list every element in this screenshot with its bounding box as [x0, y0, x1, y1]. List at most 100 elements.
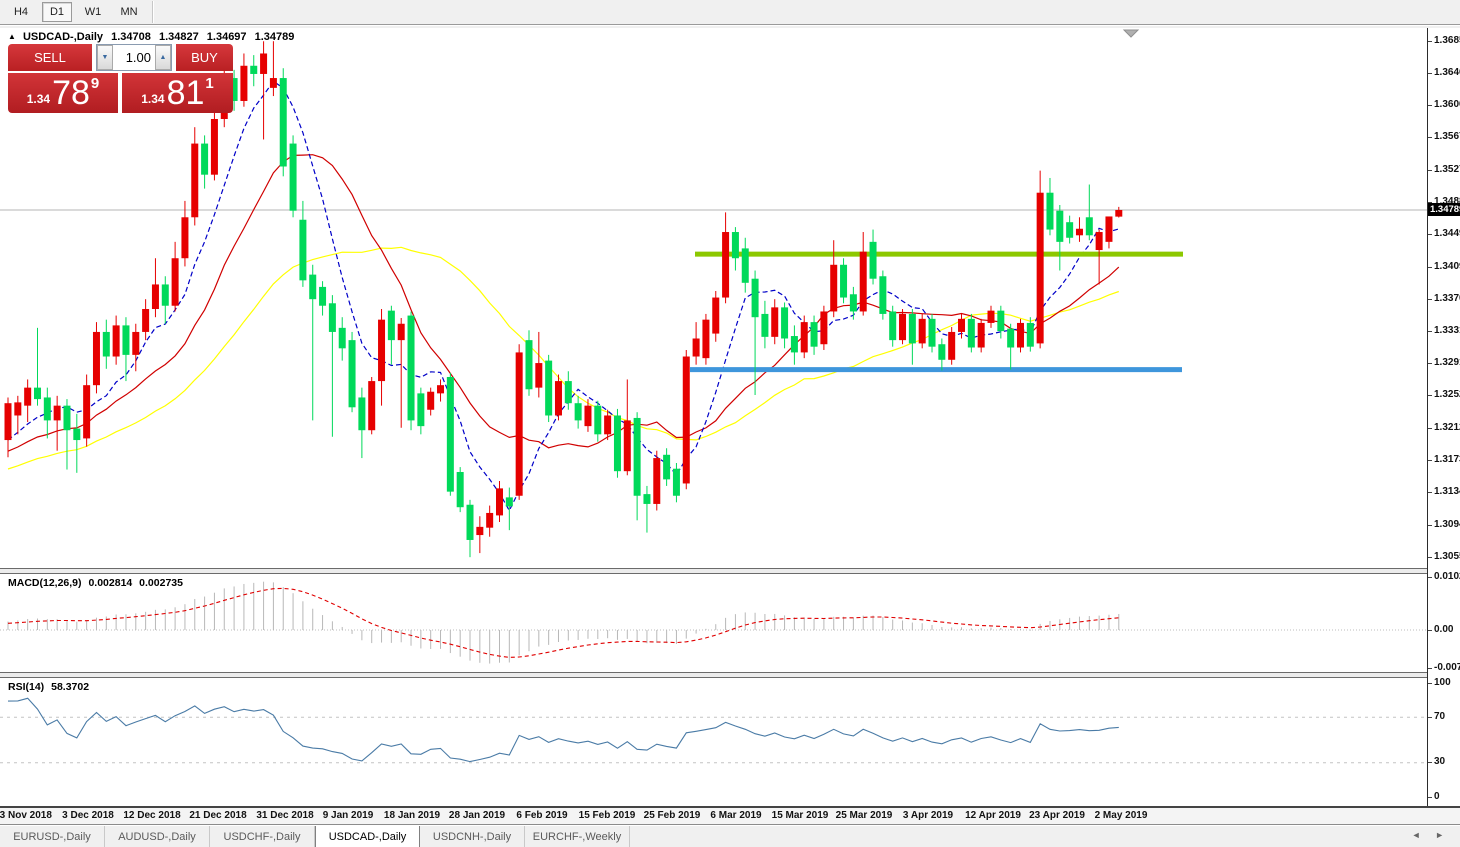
timeframe-toolbar: H4 D1 W1 MN	[0, 0, 1460, 25]
price-scale	[1427, 28, 1460, 806]
macd-indicator-pane[interactable]	[0, 574, 1427, 672]
macd-value-main: 0.002814	[88, 577, 133, 589]
scale-tick-label: 70	[1434, 711, 1446, 722]
scale-tick	[1428, 797, 1432, 798]
scale-tick-label: 1.35670	[1434, 131, 1460, 142]
ohlc-low: 1.34697	[206, 31, 247, 43]
scale-tick	[1428, 363, 1432, 364]
sell-price-button[interactable]: 1.34 78 9	[8, 73, 118, 113]
scale-tick-label: 1.32910	[1434, 357, 1460, 368]
date-label: 2 May 2019	[1094, 810, 1148, 821]
symbol-tab-usdchf[interactable]: USDCHF-,Daily	[210, 826, 315, 847]
scale-tick	[1428, 525, 1432, 526]
date-label: 6 Mar 2019	[710, 810, 762, 821]
symbol-tab-eurchf[interactable]: EURCHF-,Weekly	[525, 826, 630, 847]
date-label: 6 Feb 2019	[516, 810, 568, 821]
tab-scroll-arrows: ◄ ►	[1412, 830, 1450, 840]
date-label: 21 Dec 2018	[189, 810, 247, 821]
scale-tick-label: 0.010229	[1434, 571, 1460, 582]
pane-separator-band[interactable]	[0, 673, 1460, 677]
buy-button[interactable]: BUY	[176, 44, 233, 71]
scale-tick	[1428, 202, 1432, 203]
date-label: 31 Dec 2018	[256, 810, 314, 821]
one-click-trading-panel: SELL ▼ ▲ BUY 1.34 78 9 1.34 81 1	[8, 44, 233, 113]
scale-tick	[1428, 299, 1432, 300]
buy-price-pip: 1	[205, 75, 214, 92]
scale-tick	[1428, 630, 1432, 631]
timeframe-button-mn[interactable]: MN	[114, 2, 144, 22]
rsi-value: 58.3702	[51, 681, 90, 693]
scale-tick	[1428, 41, 1432, 42]
scale-tick-label: 0	[1434, 791, 1440, 802]
scale-tick	[1428, 267, 1432, 268]
scale-tick	[1428, 73, 1432, 74]
scale-tick	[1428, 137, 1432, 138]
date-label: 12 Apr 2019	[965, 810, 1021, 821]
macd-label: MACD(12,26,9) 0.002814 0.002735	[8, 577, 187, 589]
date-label: 23 Nov 2018	[0, 810, 52, 821]
sell-price-pip: 9	[90, 75, 100, 92]
scale-tick-label: 1.31340	[1434, 486, 1460, 497]
buy-price-button[interactable]: 1.34 81 1	[122, 73, 233, 113]
tab-scroll-left-icon[interactable]: ◄	[1411, 830, 1427, 840]
date-label: 18 Jan 2019	[383, 810, 441, 821]
scale-tick-label: 1.34490	[1434, 228, 1460, 239]
scale-tick-label: 1.33310	[1434, 325, 1460, 336]
timeframe-button-h4[interactable]: H4	[6, 2, 36, 22]
scale-tick	[1428, 331, 1432, 332]
volume-input[interactable]	[113, 45, 155, 70]
chart-tab-bar: EURUSD-,Daily AUDUSD-,Daily USDCHF-,Daily U…	[0, 826, 1460, 847]
pane-separator	[0, 672, 1460, 673]
chart-title-bar: ▲ USDCAD-,Daily 1.34708 1.34827 1.34697 …	[8, 31, 299, 43]
pane-separator	[0, 677, 1460, 678]
pane-separator	[0, 573, 1460, 574]
volume-stepper: ▼ ▲	[96, 44, 172, 71]
scale-tick	[1428, 492, 1432, 493]
date-label: 25 Mar 2019	[835, 810, 893, 821]
timeframe-button-d1[interactable]: D1	[42, 2, 72, 22]
scale-tick-label: 1.31730	[1434, 454, 1460, 465]
scale-tick-label: -0.007477	[1434, 662, 1460, 673]
macd-name: MACD(12,26,9)	[8, 577, 82, 589]
scale-tick	[1428, 395, 1432, 396]
scale-tick	[1428, 668, 1432, 669]
date-axis: 23 Nov 2018 3 Dec 2018 12 Dec 2018 21 Dec 2…	[0, 808, 1460, 824]
scale-tick	[1428, 717, 1432, 718]
scale-tick	[1428, 683, 1432, 684]
volume-decrease-icon[interactable]: ▼	[97, 45, 113, 70]
sell-button[interactable]: SELL	[8, 44, 92, 71]
toolbar-gap	[0, 26, 1460, 28]
sell-price-prefix: 1.34	[26, 92, 51, 106]
scale-tick-label: 1.36850	[1434, 35, 1460, 46]
ohlc-high: 1.34827	[158, 31, 199, 43]
date-label: 28 Jan 2019	[448, 810, 506, 821]
rsi-name: RSI(14)	[8, 681, 45, 693]
symbol-tab-eurusd[interactable]: EURUSD-,Daily	[0, 826, 105, 847]
timeframe-button-w1[interactable]: W1	[78, 2, 108, 22]
symbol-tab-audusd[interactable]: AUDUSD-,Daily	[105, 826, 210, 847]
tab-scroll-right-icon[interactable]: ►	[1435, 830, 1450, 840]
symbol-tab-usdcnh[interactable]: USDCNH-,Daily	[420, 826, 525, 847]
rsi-label: RSI(14) 58.3702	[8, 681, 93, 693]
main-chart-plot[interactable]: chart-shift-triangle	[0, 28, 1427, 568]
scale-tick	[1428, 428, 1432, 429]
scale-tick-label: 1.36460	[1434, 67, 1460, 78]
collapse-triangle-icon[interactable]: ▲	[8, 32, 16, 41]
scale-tick	[1428, 234, 1432, 235]
scale-tick-label: 1.36060	[1434, 99, 1460, 110]
scale-tick	[1428, 577, 1432, 578]
buy-price-main: 81	[166, 74, 205, 112]
pane-separator-band[interactable]	[0, 569, 1460, 573]
date-label: 3 Dec 2018	[62, 810, 114, 821]
tabbar-separator	[0, 825, 1460, 826]
volume-increase-icon[interactable]: ▲	[155, 45, 171, 70]
date-label: 25 Feb 2019	[643, 810, 701, 821]
symbol-tab-usdcad[interactable]: USDCAD-,Daily	[315, 826, 420, 847]
scale-tick	[1428, 762, 1432, 763]
scale-tick	[1428, 460, 1432, 461]
rsi-indicator-pane[interactable]	[0, 678, 1427, 806]
date-label: 3 Apr 2019	[902, 810, 954, 821]
scale-tick-label: 1.32120	[1434, 422, 1460, 433]
sell-price-main: 78	[52, 74, 90, 112]
scale-tick-label: 1.34090	[1434, 261, 1460, 272]
